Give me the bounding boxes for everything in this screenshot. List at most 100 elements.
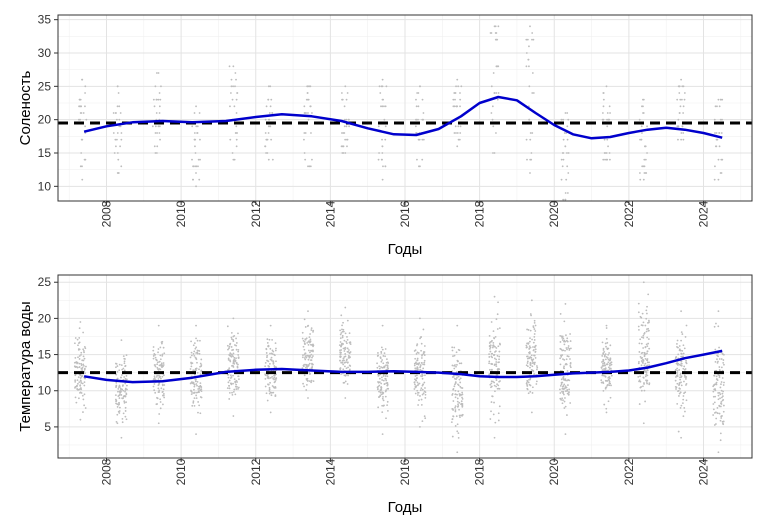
data-point bbox=[528, 45, 530, 48]
data-point bbox=[82, 348, 85, 351]
data-point bbox=[639, 380, 642, 383]
data-point bbox=[158, 391, 161, 393]
data-point bbox=[642, 347, 645, 349]
data-point bbox=[680, 352, 683, 355]
data-point bbox=[349, 365, 352, 367]
data-point bbox=[381, 348, 384, 351]
data-point bbox=[384, 355, 387, 358]
data-point bbox=[120, 138, 123, 141]
data-point bbox=[605, 152, 608, 154]
data-point bbox=[235, 357, 237, 360]
data-point bbox=[422, 112, 425, 114]
data-point bbox=[381, 379, 384, 381]
data-point bbox=[162, 388, 165, 391]
data-point bbox=[310, 327, 313, 329]
data-point bbox=[568, 349, 571, 351]
data-point bbox=[115, 384, 118, 387]
data-point bbox=[453, 385, 456, 388]
data-point bbox=[308, 165, 311, 168]
data-point bbox=[233, 378, 236, 381]
data-point bbox=[385, 389, 388, 391]
data-point bbox=[190, 354, 193, 357]
data-point bbox=[118, 384, 121, 387]
data-point bbox=[531, 338, 533, 341]
y-tick-label: 10 bbox=[38, 384, 52, 398]
data-point bbox=[493, 295, 496, 298]
data-point bbox=[718, 358, 721, 360]
data-point bbox=[569, 402, 572, 404]
data-point bbox=[560, 348, 563, 351]
data-point bbox=[344, 152, 347, 154]
data-point bbox=[569, 366, 572, 369]
data-point bbox=[125, 374, 128, 377]
data-point bbox=[229, 105, 231, 108]
data-point bbox=[116, 105, 119, 108]
data-point bbox=[416, 158, 418, 161]
data-point bbox=[720, 417, 723, 419]
data-point bbox=[640, 138, 643, 141]
data-point bbox=[642, 336, 645, 339]
data-point bbox=[308, 362, 311, 365]
data-point bbox=[639, 356, 642, 358]
data-point bbox=[532, 92, 535, 94]
data-point bbox=[341, 324, 343, 327]
data-point bbox=[526, 38, 529, 41]
data-point bbox=[123, 362, 126, 365]
data-point bbox=[115, 400, 118, 402]
data-point bbox=[83, 384, 86, 387]
data-point bbox=[190, 340, 192, 343]
data-point bbox=[156, 397, 159, 400]
data-point bbox=[302, 354, 304, 357]
data-point bbox=[159, 401, 162, 403]
data-point bbox=[77, 388, 79, 391]
data-point bbox=[608, 152, 611, 154]
data-point bbox=[453, 367, 456, 370]
data-point bbox=[560, 378, 563, 381]
data-point bbox=[461, 387, 464, 389]
data-point bbox=[676, 372, 679, 374]
data-point bbox=[638, 403, 641, 405]
data-point bbox=[609, 364, 611, 367]
data-point bbox=[82, 349, 85, 352]
data-point bbox=[302, 365, 305, 368]
data-point bbox=[676, 362, 679, 364]
data-point bbox=[641, 312, 644, 315]
data-point bbox=[718, 346, 720, 349]
data-point bbox=[535, 383, 538, 385]
data-point bbox=[158, 105, 161, 108]
data-point bbox=[456, 132, 459, 134]
data-point bbox=[567, 345, 570, 347]
data-point bbox=[454, 125, 457, 128]
data-point bbox=[713, 424, 716, 426]
data-point bbox=[377, 352, 379, 354]
data-point bbox=[680, 339, 683, 342]
data-point bbox=[382, 362, 385, 365]
data-point bbox=[492, 380, 494, 383]
data-point bbox=[609, 344, 612, 347]
data-point bbox=[384, 390, 387, 393]
data-point bbox=[125, 354, 128, 357]
data-point bbox=[384, 375, 387, 377]
data-point bbox=[534, 348, 537, 351]
data-point bbox=[562, 118, 565, 121]
data-point bbox=[674, 369, 677, 372]
data-point bbox=[491, 395, 494, 398]
data-point bbox=[683, 392, 685, 395]
data-point bbox=[199, 158, 201, 161]
data-point bbox=[562, 158, 565, 161]
data-point bbox=[376, 387, 379, 390]
data-point bbox=[607, 118, 610, 121]
data-point bbox=[120, 436, 123, 439]
data-point bbox=[718, 132, 721, 134]
data-point bbox=[81, 178, 84, 181]
data-point bbox=[564, 385, 567, 387]
data-point bbox=[309, 341, 312, 343]
data-point bbox=[680, 331, 683, 334]
data-point bbox=[644, 145, 646, 148]
data-point bbox=[79, 321, 82, 323]
data-point bbox=[303, 152, 306, 154]
data-point bbox=[413, 388, 416, 390]
data-point bbox=[381, 359, 384, 361]
data-point bbox=[423, 351, 426, 353]
data-point bbox=[422, 392, 425, 395]
